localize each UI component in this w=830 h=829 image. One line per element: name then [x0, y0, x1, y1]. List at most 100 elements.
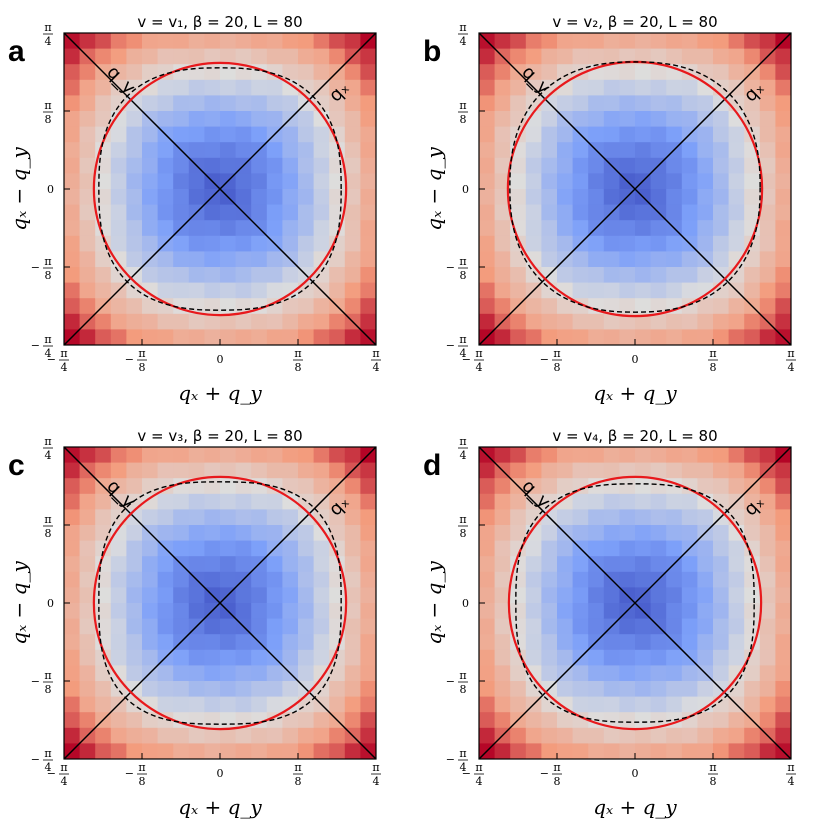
heatmap-cell: [635, 556, 651, 573]
svg-text:0: 0: [217, 767, 224, 780]
heatmap-cell: [142, 64, 158, 81]
heatmap-cell: [681, 681, 698, 697]
heatmap-cell: [681, 220, 698, 237]
heatmap-cell: [251, 267, 268, 283]
heatmap-cell: [479, 587, 495, 604]
heatmap-cell: [697, 712, 714, 729]
heatmap-cell: [744, 618, 761, 635]
heatmap-cell: [588, 267, 605, 283]
y-tick-label: π8: [43, 513, 53, 540]
heatmap-cell: [666, 525, 683, 541]
heatmap-cell: [173, 173, 190, 190]
heatmap-cell: [619, 282, 636, 299]
heatmap-cell: [713, 696, 729, 713]
svg-text:8: 8: [45, 683, 52, 696]
heatmap-cell: [360, 173, 377, 190]
heatmap-cell: [713, 571, 729, 588]
heatmap-cell: [298, 235, 314, 252]
heatmap-cell: [157, 157, 174, 174]
heatmap-cell: [79, 493, 96, 510]
x-tick-label: π8: [293, 761, 303, 788]
svg-text:−: −: [31, 261, 40, 274]
heatmap-cell: [344, 157, 361, 174]
x-tick-label: π4: [786, 761, 796, 788]
heatmap-cell: [110, 587, 127, 604]
heatmap-cell: [775, 493, 792, 510]
heatmap-cell: [360, 48, 377, 65]
heatmap-cell: [126, 556, 143, 573]
heatmap-cell: [157, 462, 174, 479]
heatmap-cell: [298, 142, 314, 159]
panel-letter: a: [8, 35, 25, 68]
heatmap-cell: [759, 681, 776, 697]
heatmap-cell: [650, 95, 667, 112]
y-tick-label: π8: [458, 99, 468, 126]
heatmap-cell: [235, 220, 252, 237]
heatmap-cell: [728, 157, 745, 174]
heatmap-cell: [603, 525, 620, 541]
heatmap-cell: [344, 189, 361, 205]
heatmap-cell: [759, 173, 776, 190]
heatmap-cell: [619, 634, 636, 651]
ticks: [63, 32, 377, 346]
heatmap-cell: [266, 329, 283, 346]
heatmap-cell: [142, 329, 158, 346]
heatmap-cell: [666, 462, 683, 479]
svg-text:π: π: [459, 513, 466, 526]
heatmap-cell: [79, 64, 96, 81]
heatmap-cell: [79, 111, 96, 127]
heatmap-cell: [188, 282, 205, 299]
heatmap-cell: [697, 603, 714, 619]
heatmap-cell: [110, 603, 127, 619]
heatmap-cell: [775, 571, 792, 588]
heatmap-cell: [157, 665, 174, 682]
heatmap-cell: [95, 95, 112, 112]
heatmap-cell: [650, 509, 667, 526]
heatmap-cell: [110, 462, 127, 479]
heatmap-cell: [728, 571, 745, 588]
heatmap-cell: [479, 173, 495, 190]
heatmap-cell: [220, 525, 236, 541]
heatmap-cell: [188, 665, 205, 682]
heatmap-cell: [266, 79, 283, 96]
heatmap-cell: [775, 478, 792, 495]
heatmap-cell: [220, 126, 236, 143]
heatmap-cell: [282, 33, 299, 49]
heatmap-cell: [588, 727, 605, 744]
heatmap-cell: [110, 478, 127, 495]
heatmap-cell: [126, 603, 143, 619]
heatmap-cell: [619, 493, 636, 510]
heatmap-cell: [759, 571, 776, 588]
heatmap-cell: [744, 329, 761, 346]
y-tick-label: − π8: [446, 255, 468, 282]
heatmap-cell: [204, 64, 221, 81]
heatmap-cell: [173, 587, 190, 604]
heatmap-cell: [603, 634, 620, 651]
heatmap-cell: [142, 649, 158, 666]
heatmap-cell: [95, 251, 112, 268]
heatmap-cell: [251, 493, 268, 510]
heatmap-cell: [329, 462, 346, 479]
heatmap-cell: [95, 587, 112, 604]
heatmap-cell: [235, 33, 252, 49]
heatmap-cell: [329, 727, 346, 744]
heatmap-cell: [64, 587, 80, 604]
heatmap-cell: [666, 204, 683, 221]
heatmap-cell: [510, 204, 527, 221]
fermi-circle: [92, 61, 348, 317]
heatmap-cell: [697, 142, 714, 159]
heatmap-cell: [525, 313, 542, 330]
heatmap-cell: [157, 204, 174, 221]
heatmap-cell: [635, 329, 651, 346]
qx-line: [64, 447, 376, 759]
heatmap-cell: [557, 634, 573, 651]
panel-a: − π 4− π 8 0 π 8 π 4− π 4− π 8 0 π 8 π 4 v = v₁, β = 20, L …: [0, 0, 415, 414]
heatmap-cell: [744, 111, 761, 127]
svg-text:4: 4: [45, 761, 52, 774]
heatmap-cell: [479, 267, 495, 283]
heatmap-cell: [329, 267, 346, 283]
heatmap-cell: [188, 313, 205, 330]
heatmap-cell: [220, 313, 236, 330]
heatmap-cell: [282, 142, 299, 159]
heatmap-cell: [666, 509, 683, 526]
